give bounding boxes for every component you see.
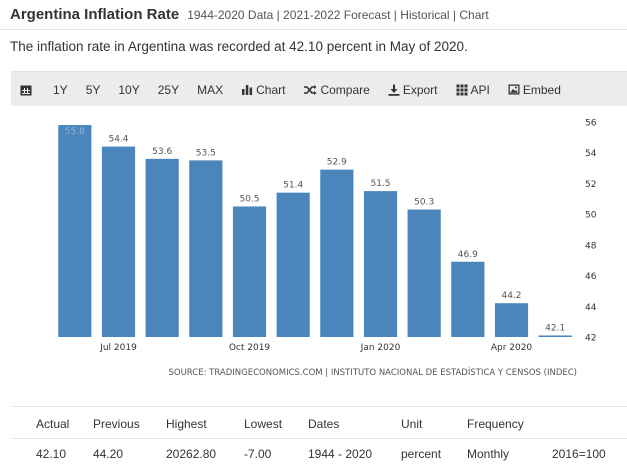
title-row: Argentina Inflation Rate 1944-2020 Data …: [10, 6, 489, 26]
y-tick-label: 42: [585, 334, 596, 344]
bar-value-label: 54.4: [108, 135, 128, 145]
stats-header-cell: Unit: [401, 417, 423, 431]
y-tick-label: 52: [585, 180, 596, 190]
x-tick-label: Oct 2019: [229, 343, 271, 353]
page-title: Argentina Inflation Rate: [10, 6, 180, 23]
period-1y-button[interactable]: 1Y: [53, 82, 68, 97]
bar: [101, 146, 136, 337]
x-tick-label: Apr 2020: [491, 343, 533, 353]
export-button-label: Export: [402, 82, 438, 97]
stats-value-cell: 44.20: [93, 447, 124, 461]
api-button-label: API: [470, 82, 490, 97]
stats-table: Actual Previous Highest Lowest Dates Unit Freq…: [11, 406, 627, 466]
bar: [276, 192, 310, 337]
period-5y-button[interactable]: 5Y: [85, 82, 101, 97]
stats-header-cell: Lowest: [244, 417, 283, 431]
bar: [320, 169, 354, 337]
bar: [58, 125, 92, 337]
period-max-button[interactable]: MAX: [197, 82, 224, 97]
bar-value-label: 53.6: [152, 147, 172, 157]
compare-button-label: Compare: [320, 82, 370, 97]
stats-header-cell: Dates: [308, 417, 340, 431]
bar-value-label: 46.9: [458, 250, 478, 260]
stats-value-cell: 42.10: [36, 447, 67, 461]
bar-value-label: 55.8: [65, 127, 85, 137]
bar: [407, 209, 441, 337]
stats-value-cell: percent: [401, 447, 442, 461]
embed-button-label: Embed: [522, 82, 561, 97]
chart-area: 42 44 46 48 50 52 54 56 55.8 54.4 53.6 53.5 50.5 51.4…: [11, 106, 627, 396]
grid-icon: [456, 84, 467, 95]
api-button[interactable]: API: [447, 72, 499, 107]
page-sublinks[interactable]: 1944-2020 Data | 2021-2022 Forecast | Hi…: [187, 8, 489, 22]
bar-value-label: 42.1: [545, 323, 565, 333]
bar-value-label: 44.2: [501, 291, 521, 301]
export-button[interactable]: Export: [379, 72, 447, 107]
inflation-bar-chart: 42 44 46 48 50 52 54 56 55.8 54.4 53.6 53.5 50.5 51.4…: [58, 119, 597, 378]
image-icon: [508, 84, 520, 95]
bar: [189, 160, 223, 337]
period-10y-button[interactable]: 10Y: [118, 82, 140, 97]
chart-button-label: Chart: [256, 82, 286, 97]
bar: [538, 335, 572, 337]
stats-header-cell: Highest: [166, 417, 207, 431]
bar: [363, 191, 398, 337]
stats-value-cell: 2016=100: [552, 447, 606, 461]
calendar-icon: [20, 85, 32, 95]
bar-value-label: 51.4: [283, 181, 303, 191]
y-tick-label: 54: [585, 149, 597, 159]
y-tick-label: 44: [585, 303, 597, 313]
bar-value-label: 50.3: [414, 198, 434, 208]
download-icon: [388, 84, 400, 96]
y-tick-label: 50: [585, 211, 597, 221]
stats-value-cell: Monthly: [467, 447, 510, 461]
bar: [494, 303, 529, 337]
stats-header-cell: Actual: [36, 417, 70, 431]
bar-value-label: 51.5: [370, 179, 390, 189]
stats-value-cell: -7.00: [244, 447, 272, 461]
period-25y-button[interactable]: 25Y: [157, 82, 180, 97]
y-tick-label: 56: [585, 119, 597, 129]
bar: [232, 206, 267, 337]
bar: [145, 158, 179, 337]
stats-top-divider: [11, 406, 627, 407]
y-tick-label: 48: [585, 241, 597, 251]
calendar-button[interactable]: [11, 72, 44, 107]
embed-button[interactable]: Embed: [499, 72, 570, 107]
bar-chart-icon: [242, 84, 253, 95]
bar-value-label: 53.5: [196, 148, 216, 158]
bar-value-label: 52.9: [327, 158, 347, 168]
chart-button[interactable]: Chart: [232, 72, 294, 107]
header-divider: [0, 29, 627, 30]
chart-toolbar: 1Y 5Y 10Y 25Y MAX Chart Compare Export: [11, 71, 627, 107]
stats-header-cell: Frequency: [467, 417, 524, 431]
chart-source: SOURCE: TRADINGECONOMICS.COM | INSTITUTO…: [168, 366, 577, 378]
bar-value-label: 50.5: [239, 194, 259, 204]
inflation-description: The inflation rate in Argentina was reco…: [10, 39, 468, 54]
stats-header-cell: Previous: [93, 417, 140, 431]
x-tick-label: Jan 2020: [360, 343, 401, 353]
stats-value-cell: 1944 - 2020: [308, 447, 373, 461]
y-tick-label: 46: [585, 272, 597, 282]
bar: [451, 261, 485, 337]
shuffle-icon: [304, 84, 317, 95]
stats-value-cell: 20262.80: [166, 447, 217, 461]
stats-header-divider: [11, 438, 627, 439]
x-tick-label: Jul 2019: [99, 343, 137, 353]
compare-button[interactable]: Compare: [294, 72, 378, 107]
